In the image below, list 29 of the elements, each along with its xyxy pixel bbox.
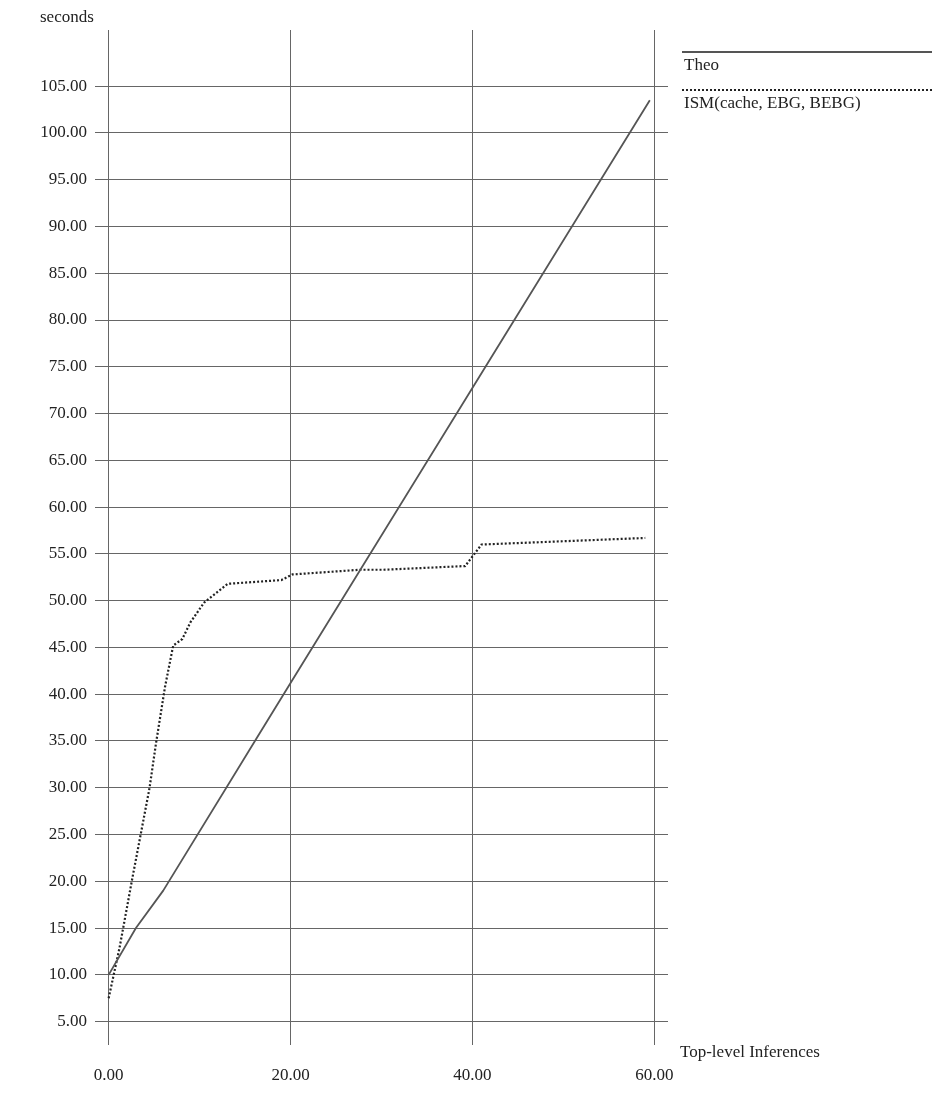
y-tick-label: 40.00 xyxy=(48,683,87,703)
y-tick-label: 45.00 xyxy=(48,636,87,656)
y-tick-label: 55.00 xyxy=(48,543,87,563)
x-tick-label: 20.00 xyxy=(271,1064,310,1084)
y-tick-label: 35.00 xyxy=(48,730,87,750)
y-tick-label: 70.00 xyxy=(48,403,87,423)
y-tick-label: 85.00 xyxy=(48,262,87,282)
y-tick-label: 60.00 xyxy=(48,496,87,516)
text: Theo xyxy=(684,55,719,74)
y-tick-label: 20.00 xyxy=(48,870,87,890)
y-axis-title: seconds xyxy=(40,7,94,26)
y-tick-label: 105.00 xyxy=(40,75,87,95)
y-tick-label: 80.00 xyxy=(48,309,87,329)
x-tick-label: 60.00 xyxy=(635,1064,674,1084)
y-tick-label: 5.00 xyxy=(57,1011,87,1031)
y-tick-label: 90.00 xyxy=(48,215,87,235)
y-tick-label: 15.00 xyxy=(48,917,87,937)
x-axis-title: Top-level Inferences xyxy=(680,1042,820,1061)
text: ISM(cache, EBG, BEBG) xyxy=(684,93,861,112)
y-tick-label: 25.00 xyxy=(48,823,87,843)
y-tick-label: 95.00 xyxy=(48,169,87,189)
y-tick-label: 65.00 xyxy=(48,449,87,469)
y-tick-label: 30.00 xyxy=(48,777,87,797)
y-tick-label: 50.00 xyxy=(48,590,87,610)
y-tick-label: 100.00 xyxy=(40,122,87,142)
x-tick-label: 0.00 xyxy=(93,1064,124,1084)
x-tick-label: 40.00 xyxy=(453,1064,492,1084)
y-tick-label: 75.00 xyxy=(48,356,87,376)
y-tick-label: 10.00 xyxy=(48,964,87,984)
